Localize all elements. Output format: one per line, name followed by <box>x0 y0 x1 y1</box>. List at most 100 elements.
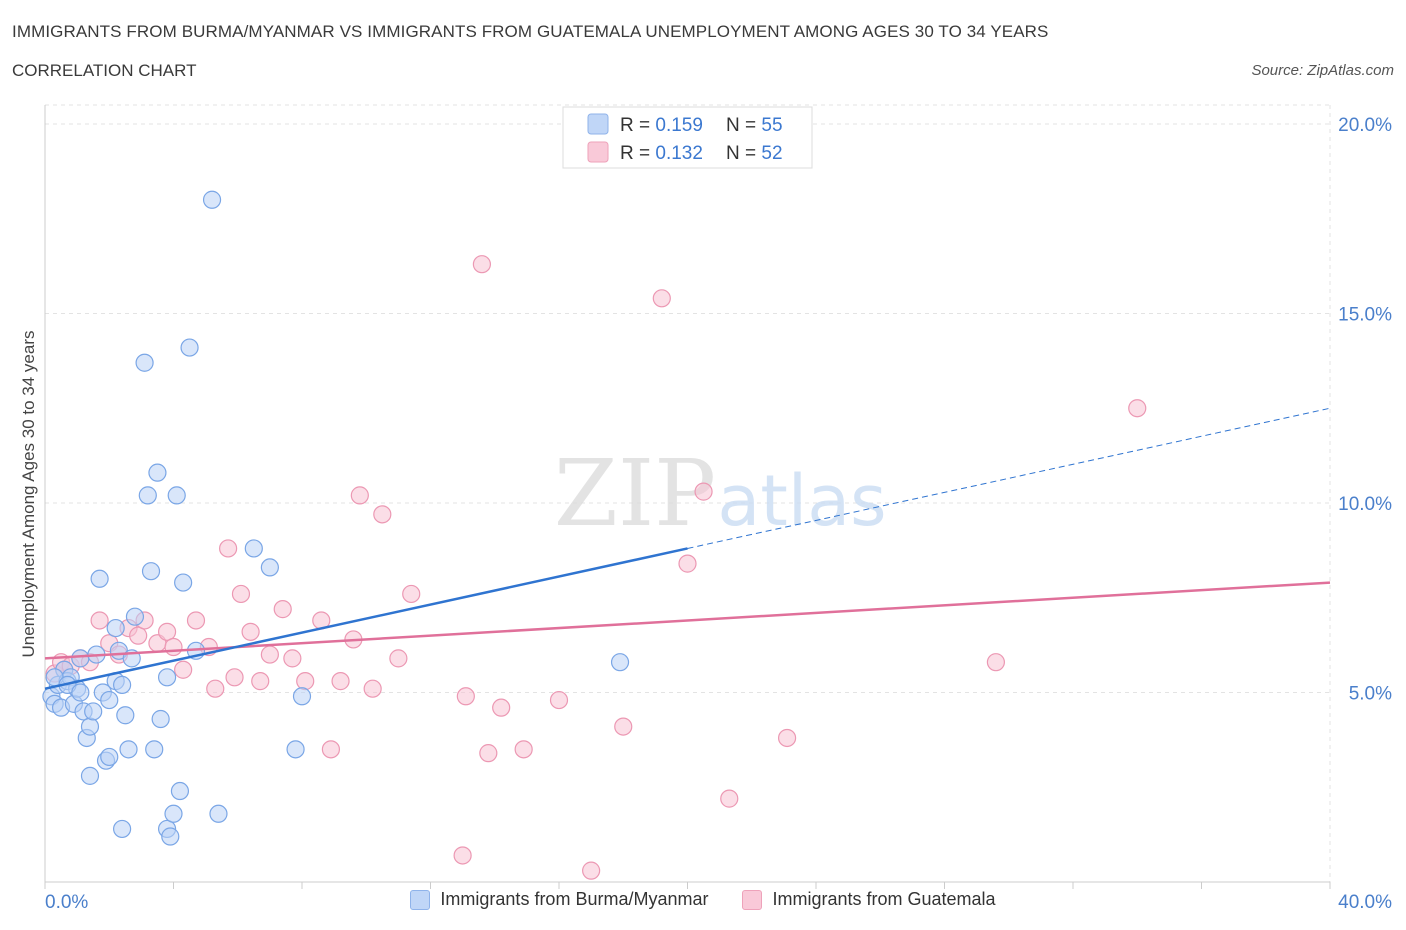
point-burma <box>112 675 132 695</box>
y-tick-label: 20.0% <box>1338 115 1392 136</box>
svg-text:R = 0.159: R = 0.159 <box>620 115 703 136</box>
chart-subtitle: CORRELATION CHART <box>12 61 197 80</box>
point-burma <box>244 539 263 558</box>
y-tick-label: 10.0% <box>1338 494 1392 515</box>
point-guatemala <box>678 554 697 573</box>
point-burma <box>90 569 109 588</box>
point-burma <box>292 687 312 706</box>
point-burma <box>112 819 132 839</box>
legend-r-label-blue: R = <box>620 115 655 136</box>
point-guatemala <box>614 717 633 736</box>
point-guatemala <box>251 672 270 691</box>
point-guatemala <box>514 740 533 759</box>
watermark-zip: ZIP <box>554 440 716 547</box>
point-guatemala <box>296 672 315 691</box>
point-burma <box>167 486 186 505</box>
point-guatemala <box>652 289 671 308</box>
point-guatemala <box>350 486 369 505</box>
point-burma <box>106 618 125 638</box>
point-burma <box>100 690 119 710</box>
point-guatemala <box>373 505 392 524</box>
correlation-legend: R = 0.159 N = 55 R = 0.132 N = 52 <box>562 106 813 169</box>
legend-swatch-pink <box>587 141 609 163</box>
point-guatemala <box>492 698 511 717</box>
point-guatemala <box>720 789 739 808</box>
point-burma <box>141 562 161 581</box>
point-guatemala <box>363 679 382 698</box>
point-guatemala <box>231 584 251 604</box>
point-guatemala <box>260 645 279 664</box>
legend-item-guatemala: Immigrants from Guatemala <box>742 889 996 910</box>
point-guatemala <box>241 622 260 641</box>
point-guatemala <box>283 649 302 668</box>
point-guatemala <box>777 728 797 748</box>
point-burma <box>71 649 90 668</box>
point-guatemala <box>321 740 341 759</box>
axes <box>44 105 1331 889</box>
point-burma <box>116 706 135 725</box>
point-guatemala <box>174 660 193 679</box>
y-tick-label: 15.0% <box>1338 304 1392 325</box>
point-burma <box>80 717 100 736</box>
x-tick-label: 0.0% <box>45 892 88 913</box>
legend-swatch-blue <box>587 113 609 135</box>
legend-label-burma: Immigrants from Burma/Myanmar <box>440 889 709 909</box>
legend-n-value-blue: 55 <box>761 115 782 136</box>
point-guatemala <box>331 672 350 691</box>
point-guatemala <box>273 600 292 619</box>
point-guatemala <box>472 255 491 274</box>
legend-n-label-blue: N = <box>726 115 761 136</box>
point-burma <box>170 781 190 801</box>
legend-label-guatemala: Immigrants from Guatemala <box>772 889 996 909</box>
legend-item-burma: Immigrants from Burma/Myanmar <box>410 889 708 910</box>
y-axis-label: Unemployment Among Ages 30 to 34 years <box>19 331 38 658</box>
trend-line-guatemala <box>44 581 1331 660</box>
point-burma <box>610 653 630 672</box>
point-guatemala <box>694 482 713 501</box>
point-burma <box>138 486 157 505</box>
point-guatemala <box>186 611 206 630</box>
point-guatemala <box>456 687 475 706</box>
y-tick-label: 5.0% <box>1349 683 1392 704</box>
legend-r-value-blue: 0.159 <box>655 115 703 136</box>
point-burma <box>84 702 103 721</box>
point-burma <box>125 607 145 626</box>
legend-swatch-guatemala <box>742 889 763 910</box>
point-guatemala <box>986 653 1006 672</box>
watermark-atlas: atlas <box>717 460 886 542</box>
point-burma <box>286 740 305 759</box>
point-burma <box>260 558 279 577</box>
legend-r-value-pink: 0.132 <box>655 143 703 164</box>
point-burma <box>119 740 138 759</box>
point-guatemala <box>157 622 177 641</box>
point-guatemala <box>389 649 408 668</box>
point-burma <box>174 573 193 592</box>
point-burma <box>100 747 119 767</box>
point-burma <box>157 668 177 687</box>
svg-text:R = 0.132: R = 0.132 <box>620 143 703 164</box>
point-burma <box>209 804 228 823</box>
point-guatemala <box>479 744 498 763</box>
x-tick-label: 40.0% <box>1338 892 1392 913</box>
legend-r-label-pink: R = <box>620 143 655 164</box>
series-burma-points <box>42 190 630 846</box>
point-guatemala <box>453 846 472 865</box>
point-guatemala <box>164 637 183 657</box>
point-burma <box>135 353 154 372</box>
point-guatemala <box>402 584 421 604</box>
axis-tick-labels: 5.0% 10.0% 15.0% 20.0% 0.0% 40.0% <box>45 115 1392 913</box>
point-burma <box>80 766 100 785</box>
point-guatemala <box>549 690 569 710</box>
point-guatemala <box>219 539 238 558</box>
legend-n-label-pink: N = <box>726 143 761 164</box>
source-credit: Source: ZipAtlas.com <box>1251 62 1394 79</box>
point-burma <box>202 190 222 209</box>
legend-swatch-burma <box>410 889 431 910</box>
legend-n-value-pink: 52 <box>761 143 782 164</box>
series-legend: Immigrants from Burma/Myanmar Immigrants… <box>0 889 1406 910</box>
point-burma <box>148 463 167 482</box>
trend-line-burma <box>44 547 688 690</box>
point-guatemala <box>582 861 601 880</box>
trend-lines <box>44 407 1331 690</box>
